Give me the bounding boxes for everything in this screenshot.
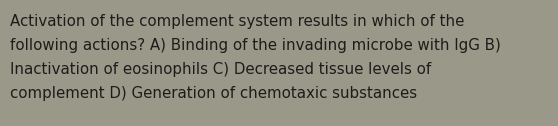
- Text: complement D) Generation of chemotaxic substances: complement D) Generation of chemotaxic s…: [10, 86, 417, 101]
- Text: following actions? A) Binding of the invading microbe with IgG B): following actions? A) Binding of the inv…: [10, 38, 501, 53]
- Text: Activation of the complement system results in which of the: Activation of the complement system resu…: [10, 14, 464, 29]
- Text: Inactivation of eosinophils C) Decreased tissue levels of: Inactivation of eosinophils C) Decreased…: [10, 62, 431, 77]
